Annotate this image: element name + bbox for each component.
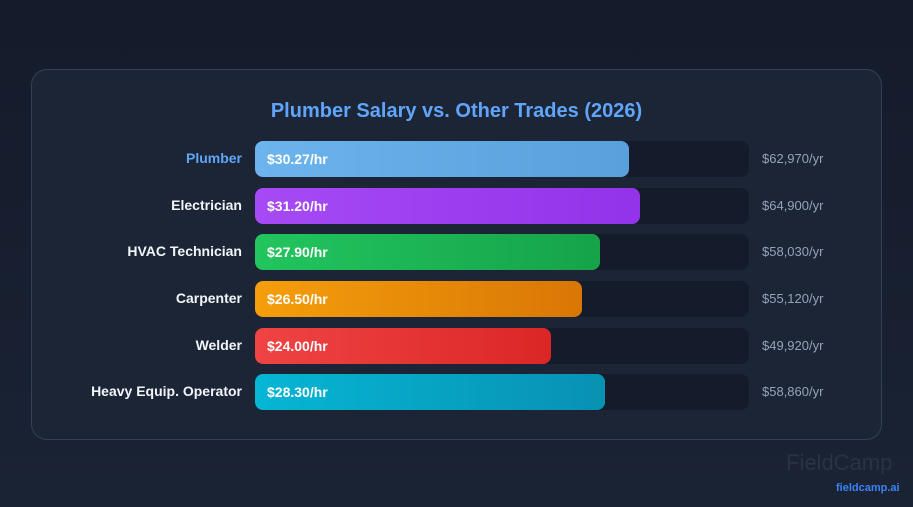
bar: $31.20/hr [255, 188, 641, 224]
bar-row: Carpenter $26.50/hr $55,120/yr [0, 281, 913, 317]
bar: $24.00/hr [255, 328, 552, 364]
bar: $26.50/hr [255, 281, 583, 317]
bar: $28.30/hr [255, 374, 605, 410]
value-label: $31.20/hr [267, 198, 328, 214]
category-label: Carpenter [175, 290, 242, 306]
value-label: $27.90/hr [267, 244, 328, 260]
annual-label: $64,900/yr [762, 198, 824, 213]
bar-track: $24.00/hr [255, 328, 749, 364]
value-label: $26.50/hr [267, 291, 328, 307]
chart-title: Plumber Salary vs. Other Trades (2026) [270, 100, 643, 122]
category-label: Heavy Equip. Operator [91, 383, 242, 399]
bar-row: Heavy Equip. Operator $28.30/hr $58,860/… [0, 374, 913, 410]
fieldcamp-logo: FieldCamp [786, 450, 893, 475]
bar-row: HVAC Technician $27.90/hr $58,030/yr [0, 234, 913, 270]
bar-track: $31.20/hr [255, 188, 749, 224]
value-label: $24.00/hr [267, 338, 328, 354]
category-label: HVAC Technician [127, 243, 242, 259]
value-label: $30.27/hr [267, 151, 328, 167]
bar: $30.27/hr [255, 141, 629, 177]
bar-row: Electrician $31.20/hr $64,900/yr [0, 188, 913, 224]
category-label: Plumber [185, 150, 242, 166]
bar-row: Welder $24.00/hr $49,920/yr [0, 328, 913, 364]
annual-label: $58,860/yr [762, 384, 824, 399]
annual-label: $55,120/yr [762, 291, 824, 306]
bar-track: $30.27/hr [255, 141, 749, 177]
bar: $27.90/hr [255, 234, 600, 270]
category-label: Electrician [171, 197, 242, 213]
bar-track: $27.90/hr [255, 234, 749, 270]
value-label: $28.30/hr [267, 384, 328, 400]
bar-row: Plumber $30.27/hr $62,970/yr [0, 141, 913, 177]
bar-track: $26.50/hr [255, 281, 749, 317]
fieldcamp-url[interactable]: fieldcamp.ai [836, 482, 900, 494]
category-label: Welder [195, 337, 242, 353]
annual-label: $62,970/yr [762, 151, 824, 166]
annual-label: $58,030/yr [762, 244, 824, 259]
annual-label: $49,920/yr [762, 338, 824, 353]
bar-track: $28.30/hr [255, 374, 749, 410]
